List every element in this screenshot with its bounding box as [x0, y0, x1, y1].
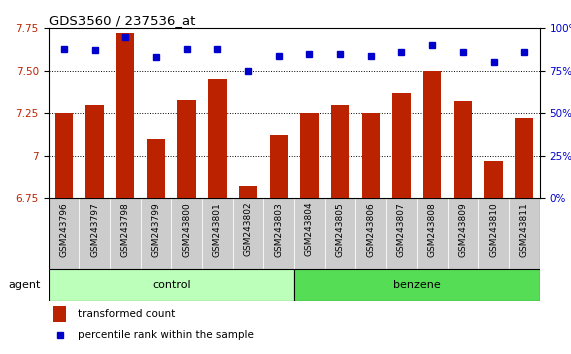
- Bar: [294, 198, 325, 269]
- Text: percentile rank within the sample: percentile rank within the sample: [78, 330, 254, 341]
- Bar: [386, 198, 417, 269]
- Bar: [233, 198, 263, 269]
- Text: GSM243807: GSM243807: [397, 202, 406, 257]
- Bar: [86, 105, 104, 354]
- Text: GSM243800: GSM243800: [182, 202, 191, 257]
- Bar: [110, 198, 140, 269]
- Text: control: control: [152, 280, 191, 290]
- Bar: [300, 113, 319, 354]
- Bar: [171, 198, 202, 269]
- Bar: [392, 93, 411, 354]
- Text: GSM243805: GSM243805: [336, 202, 345, 257]
- Bar: [55, 113, 73, 354]
- Bar: [417, 198, 448, 269]
- Text: GSM243810: GSM243810: [489, 202, 498, 257]
- Bar: [294, 269, 540, 301]
- Bar: [147, 139, 165, 354]
- Bar: [178, 100, 196, 354]
- Text: GSM243797: GSM243797: [90, 202, 99, 257]
- Text: agent: agent: [9, 280, 41, 290]
- Text: GSM243808: GSM243808: [428, 202, 437, 257]
- Text: GDS3560 / 237536_at: GDS3560 / 237536_at: [49, 14, 195, 27]
- Bar: [140, 198, 171, 269]
- Bar: [355, 198, 386, 269]
- Bar: [325, 198, 355, 269]
- Bar: [49, 269, 294, 301]
- Bar: [54, 306, 66, 321]
- Bar: [361, 113, 380, 354]
- Bar: [453, 101, 472, 354]
- Bar: [202, 198, 233, 269]
- Bar: [423, 71, 441, 354]
- Text: GSM243802: GSM243802: [243, 202, 252, 256]
- Bar: [509, 198, 540, 269]
- Text: GSM243796: GSM243796: [59, 202, 69, 257]
- Bar: [116, 33, 135, 354]
- Bar: [484, 161, 502, 354]
- Bar: [263, 198, 294, 269]
- Text: GSM243811: GSM243811: [520, 202, 529, 257]
- Bar: [239, 186, 257, 354]
- Bar: [49, 198, 79, 269]
- Text: benzene: benzene: [393, 280, 441, 290]
- Text: GSM243801: GSM243801: [213, 202, 222, 257]
- Bar: [448, 198, 478, 269]
- Text: GSM243804: GSM243804: [305, 202, 314, 256]
- Bar: [79, 198, 110, 269]
- Text: GSM243803: GSM243803: [274, 202, 283, 257]
- Bar: [478, 198, 509, 269]
- Text: GSM243809: GSM243809: [459, 202, 468, 257]
- Text: GSM243806: GSM243806: [366, 202, 375, 257]
- Bar: [270, 135, 288, 354]
- Text: transformed count: transformed count: [78, 309, 175, 319]
- Bar: [331, 105, 349, 354]
- Bar: [208, 79, 227, 354]
- Text: GSM243798: GSM243798: [120, 202, 130, 257]
- Text: GSM243799: GSM243799: [151, 202, 160, 257]
- Bar: [515, 118, 533, 354]
